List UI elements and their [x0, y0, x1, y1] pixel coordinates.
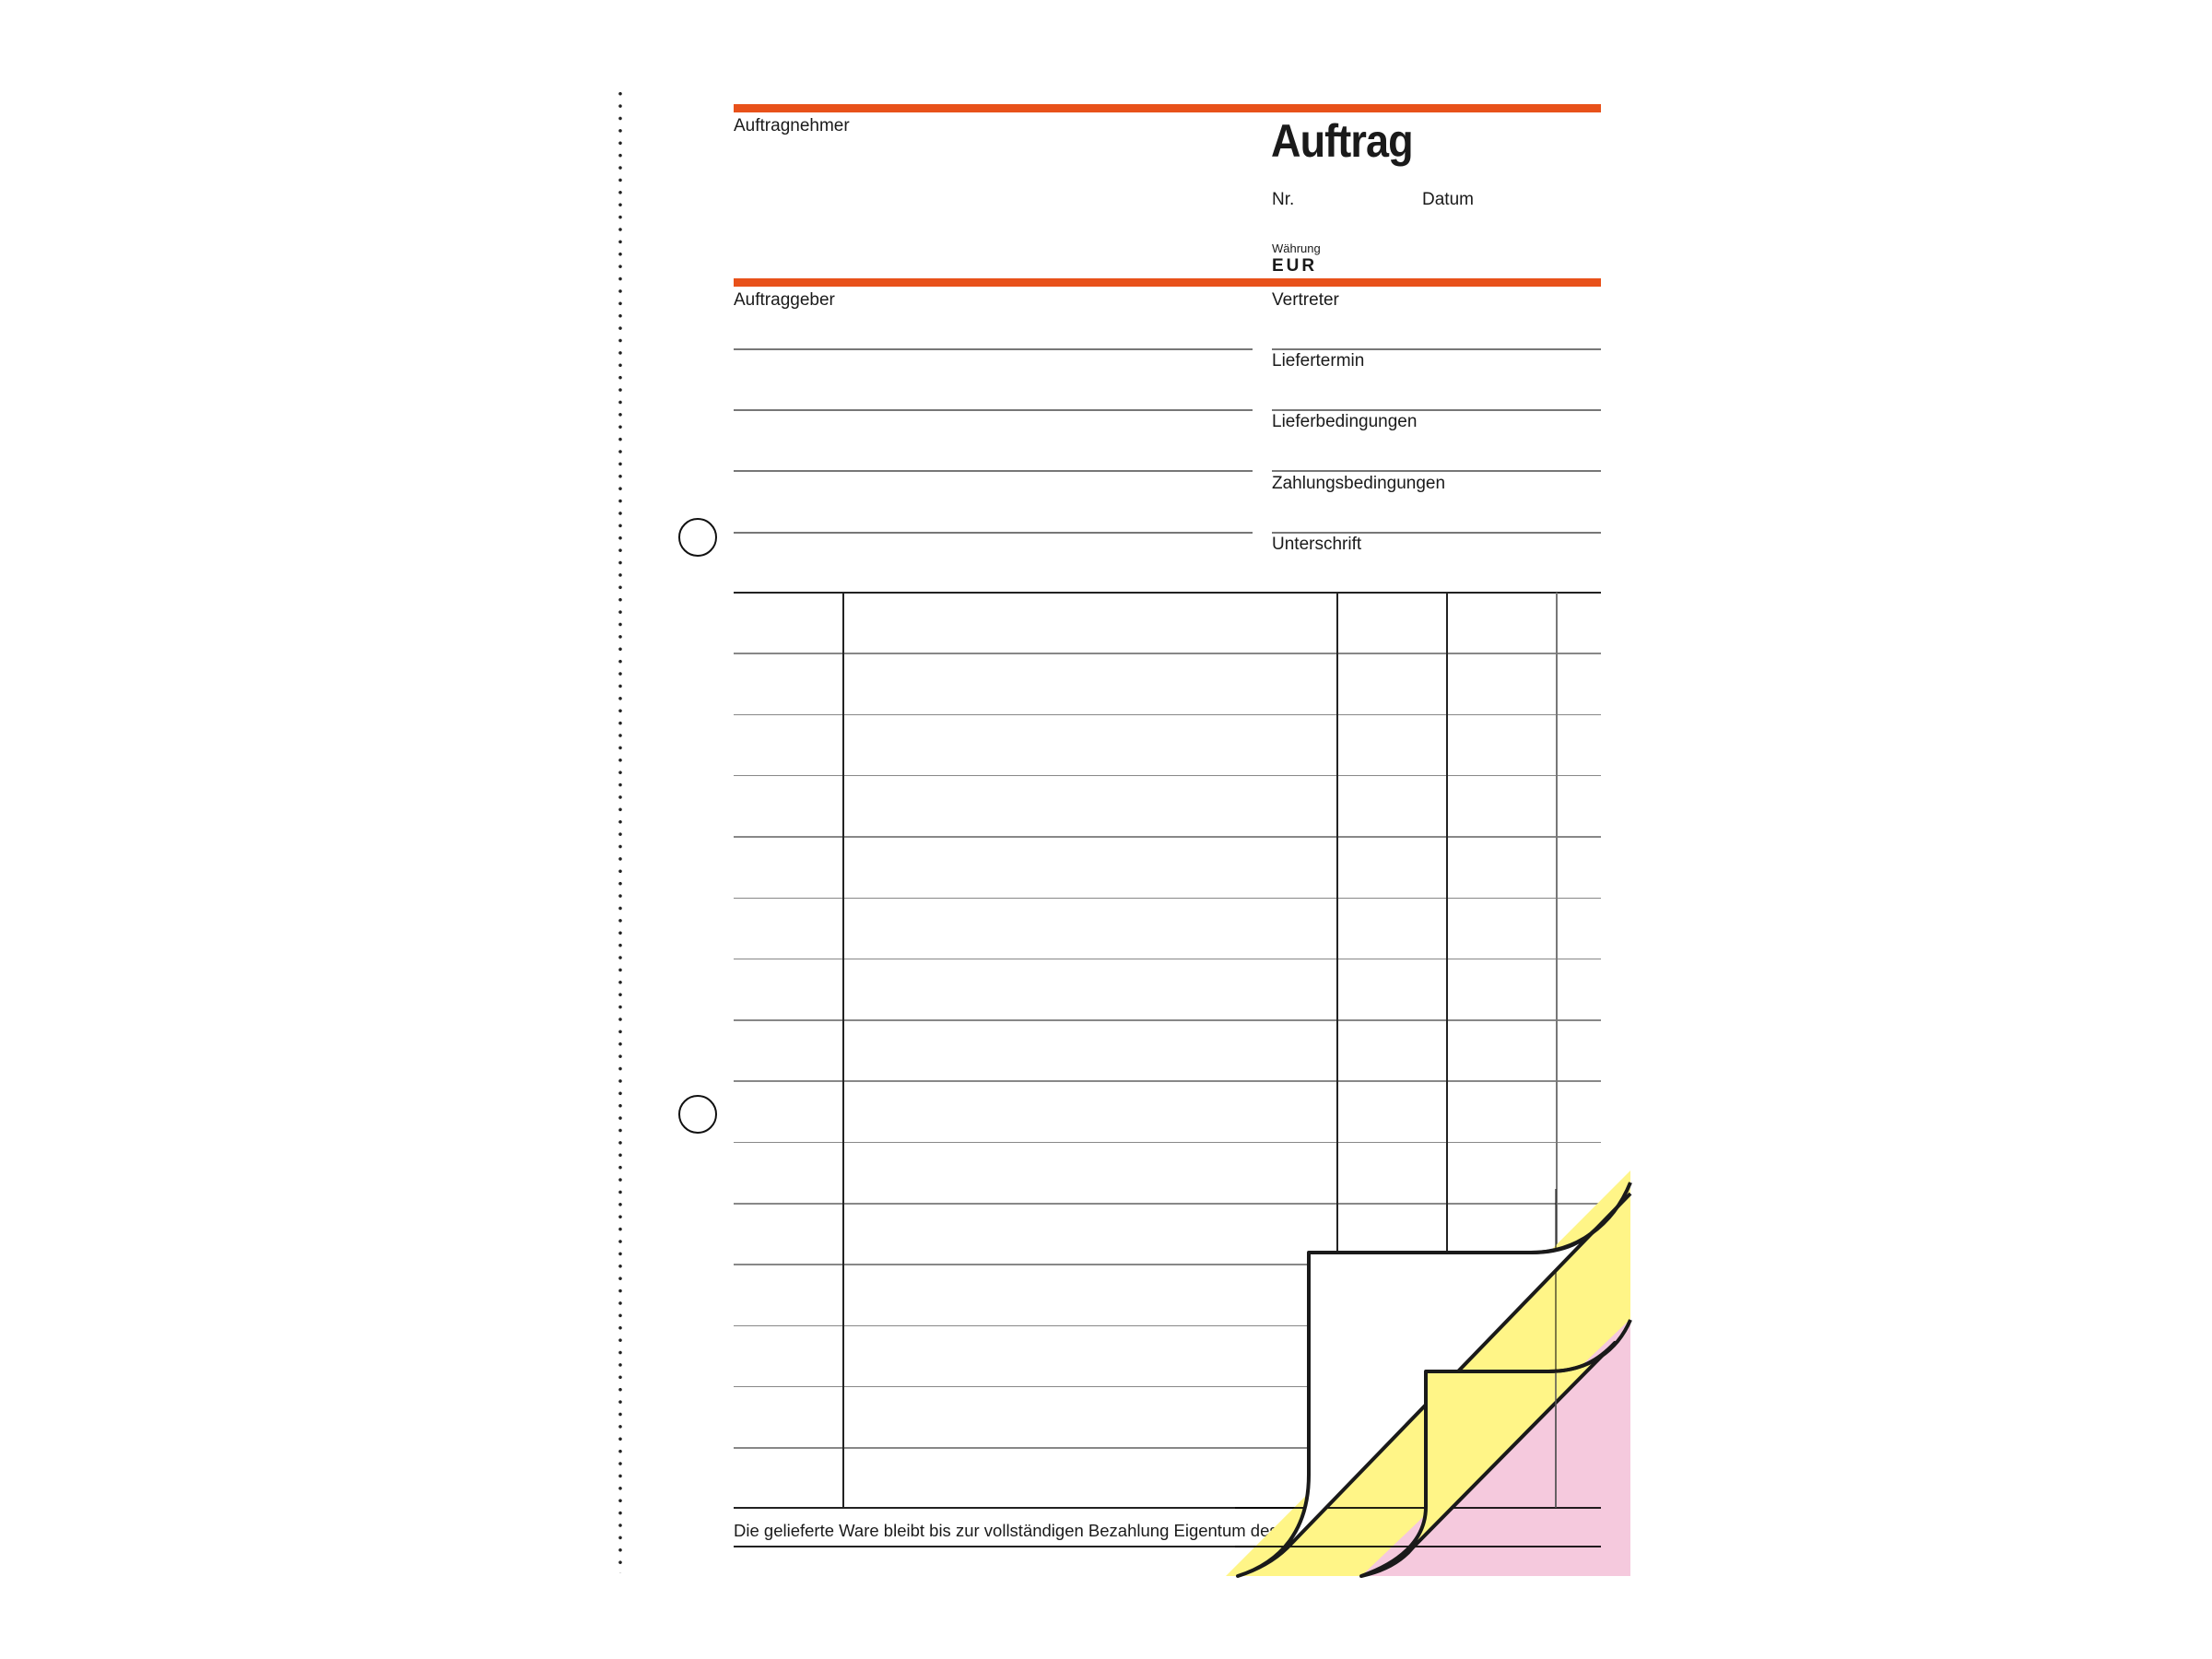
field-label-vertreter: Vertreter: [1272, 290, 1339, 310]
field-line[interactable]: [1272, 348, 1601, 350]
perforation-line: [618, 88, 622, 1573]
currency-label: Währung: [1272, 241, 1321, 255]
client-address-line[interactable]: [734, 409, 1253, 411]
field-line[interactable]: [1272, 532, 1601, 534]
table-row-line: [734, 1019, 1601, 1021]
currency-value: EUR: [1272, 256, 1318, 276]
table-row-line: [734, 1324, 1601, 1327]
punch-hole: [678, 518, 717, 557]
yellow-flap-curl: [1547, 1319, 1632, 1373]
table-column-line: [1336, 593, 1338, 1508]
client-address-line[interactable]: [734, 348, 1253, 350]
table-row-line: [734, 1203, 1601, 1205]
field-label-zahlungsbedingungen: Zahlungsbedingungen: [1272, 474, 1446, 493]
header-accent-bar: [734, 104, 1601, 112]
number-label: Nr.: [1272, 190, 1295, 209]
table-top-border: [734, 592, 1601, 594]
client-label: Auftraggeber: [734, 290, 835, 310]
table-row-line: [734, 958, 1601, 960]
punch-hole: [678, 1095, 717, 1134]
table-row-line: [734, 1141, 1601, 1144]
field-line[interactable]: [1272, 470, 1601, 472]
table-bottom-border: [734, 1507, 1601, 1509]
field-line[interactable]: [1272, 409, 1601, 411]
table-row-line: [734, 1385, 1601, 1388]
date-label: Datum: [1422, 190, 1474, 209]
table-row-line: [734, 713, 1601, 716]
client-address-line[interactable]: [734, 532, 1253, 534]
table-column-line: [1446, 593, 1448, 1508]
table-column-line: [1556, 593, 1558, 1508]
white-flap-edge: [1594, 1192, 1632, 1230]
table-row-line: [734, 897, 1601, 899]
table-row-line: [734, 1080, 1601, 1082]
table-row-line: [734, 653, 1601, 654]
section-accent-bar: [734, 278, 1601, 287]
table-row-line: [734, 1264, 1601, 1265]
table-row-line: [734, 1447, 1601, 1449]
client-address-line[interactable]: [734, 470, 1253, 472]
white-flap-curl: [1530, 1182, 1632, 1254]
field-label-liefertermin: Liefertermin: [1272, 351, 1365, 371]
contractor-label: Auftragnehmer: [734, 116, 850, 135]
field-label-unterschrift: Unterschrift: [1272, 535, 1362, 554]
form-title: Auftrag: [1271, 115, 1414, 167]
table-row-line: [734, 774, 1601, 777]
field-label-lieferbedingungen: Lieferbedingungen: [1272, 412, 1418, 431]
footer-line: [734, 1546, 1601, 1547]
table-column-line: [842, 593, 844, 1508]
footer-note: Die gelieferte Ware bleibt bis zur volls…: [734, 1521, 1373, 1540]
table-row-line: [734, 836, 1601, 838]
